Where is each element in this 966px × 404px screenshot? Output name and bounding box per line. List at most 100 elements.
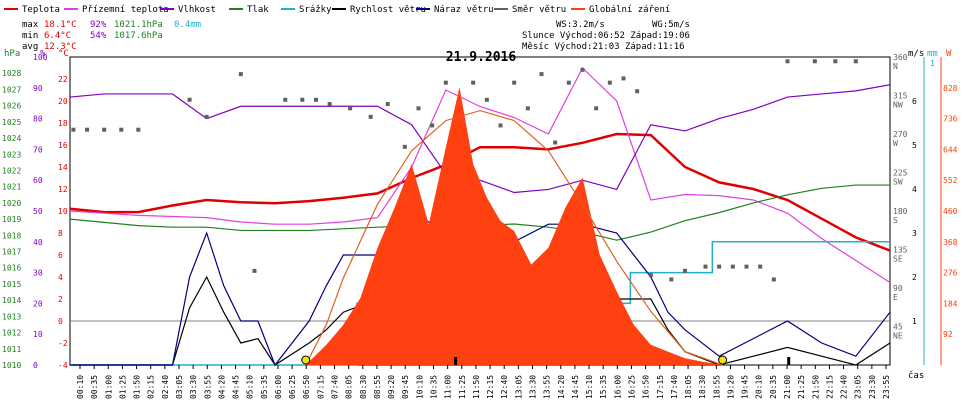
wind-direction-point (314, 97, 318, 102)
humidity-tick-label: 20 (33, 299, 43, 308)
x-tick-label: 06:50 (302, 375, 311, 399)
wind-direction-point (402, 144, 407, 149)
stats-avg-label: avg (22, 42, 38, 52)
radiation-tick-label: 184 (943, 299, 958, 308)
legend-label: Globální záření (589, 5, 670, 15)
x-tick-label: 08:05 (345, 375, 354, 399)
x-tick-label: 00:10 (76, 375, 85, 399)
x-tick-label: 17:15 (656, 375, 665, 399)
pressure-tick-label: 1024 (2, 134, 21, 143)
humidity-axis-label: % (40, 49, 46, 59)
radiation-tick-label: 368 (943, 238, 958, 247)
legend-label: Rychlost větru (350, 5, 426, 15)
pressure-tick-label: 1021 (2, 183, 21, 192)
wind-direction-point (238, 72, 243, 77)
x-tick-label: 06:00 (274, 375, 283, 399)
temp-tick-label: 10 (58, 207, 68, 216)
temp-tick-label: -4 (58, 361, 68, 370)
temp-axis-label: °C (58, 49, 69, 59)
x-tick-label: 19:20 (726, 375, 735, 399)
direction-tick-label: 360 (893, 53, 908, 62)
x-tick-label: 18:55 (712, 375, 721, 399)
x-tick-label: 21:50 (811, 375, 820, 399)
humidity-tick-label: 100 (33, 53, 48, 62)
x-tick-label: 01:00 (104, 375, 113, 399)
temp-tick-label: 8 (58, 229, 63, 238)
humidity-tick-label: 0 (33, 361, 38, 370)
wind-direction-point (430, 123, 435, 128)
wind-direction-point (539, 72, 544, 77)
wind-direction-point (187, 97, 192, 102)
humidity-tick-label: 30 (33, 269, 43, 278)
pressure-tick-label: 1019 (2, 215, 21, 224)
x-tick-label: 13:05 (514, 375, 523, 399)
direction-tick-label: 45 (893, 323, 903, 332)
stats-max-label: max (22, 20, 39, 30)
humidity-tick-label: 10 (33, 330, 43, 339)
wind-direction-point (252, 268, 257, 273)
pressure-tick-label: 1020 (2, 199, 21, 208)
x-tick-label: 12:40 (500, 375, 509, 399)
stats-max-press: 1021.1hPa (114, 20, 163, 30)
pressure-tick-label: 1014 (2, 296, 21, 305)
direction-tick-label: 270 (893, 130, 908, 139)
moonrise-marker (787, 357, 791, 365)
pressure-axis-label: hPa (4, 49, 20, 59)
direction-compass-label: S (893, 216, 898, 225)
series-line-p-zemn-teplota (69, 67, 891, 284)
wind-direction-point (283, 97, 288, 102)
x-tick-label: 05:10 (246, 375, 255, 399)
rain-axis-label: mm (927, 49, 938, 59)
wind-direction-point (833, 59, 838, 64)
stats-avg-temp: 12.3°C (44, 42, 77, 52)
direction-compass-label: N (893, 62, 898, 71)
pressure-tick-label: 1025 (2, 118, 21, 127)
series-line-teplota (69, 132, 891, 252)
x-tick-label: 11:50 (472, 375, 481, 399)
stats-max-hum: 92% (90, 20, 107, 30)
humidity-tick-label: 80 (33, 115, 43, 124)
pressure-tick-label: 1018 (2, 231, 21, 240)
stats-min-press: 1017.6hPa (114, 31, 163, 41)
pressure-tick-label: 1011 (2, 345, 21, 354)
x-tick-label: 22:15 (825, 375, 834, 399)
moonset-marker (454, 357, 458, 365)
temp-tick-label: -2 (58, 339, 68, 348)
wind-axis-label: m/s (908, 49, 924, 59)
wind-direction-point (471, 80, 476, 85)
legend-label: Tlak (247, 5, 269, 15)
radiation-tick-label: 736 (943, 115, 958, 124)
wind-tick-label: 3 (912, 229, 917, 238)
x-tick-label: 19:45 (741, 375, 750, 399)
wind-direction-point (580, 67, 585, 72)
plot-area (69, 59, 891, 367)
temp-tick-label: 18 (58, 119, 68, 128)
x-tick-label: 16:25 (627, 375, 636, 399)
temp-tick-label: 16 (58, 141, 68, 150)
x-tick-label: 23:55 (882, 375, 891, 399)
x-tick-label: 08:30 (359, 375, 368, 399)
pressure-tick-label: 1017 (2, 248, 21, 257)
x-tick-label: 11:25 (458, 375, 467, 399)
x-tick-label: 22:40 (840, 375, 849, 399)
radiation-tick-label: 828 (943, 84, 958, 93)
sunrise-marker (301, 355, 311, 365)
wind-direction-point (85, 127, 90, 132)
wind-tick-label: 6 (912, 97, 917, 106)
direction-tick-label: 90 (893, 284, 903, 293)
humidity-tick-label: 90 (33, 84, 43, 93)
direction-compass-label: E (893, 293, 898, 302)
x-tick-label: 20:35 (769, 375, 778, 399)
wind-direction-point (498, 123, 503, 128)
x-tick-label: 03:30 (189, 375, 198, 399)
wind-tick-label: 5 (912, 141, 917, 150)
wind-direction-point (443, 80, 448, 85)
pressure-tick-label: 1028 (2, 69, 21, 78)
series-radiation-area (305, 87, 723, 365)
wind-direction-point (566, 80, 571, 85)
x-tick-label: 00:35 (90, 375, 99, 399)
wind-direction-point (635, 89, 640, 94)
x-tick-label: 16:50 (642, 375, 651, 399)
info-block: WS:3.2m/s WG:5m/s Slunce Východ:06:52 Zá… (522, 20, 690, 52)
